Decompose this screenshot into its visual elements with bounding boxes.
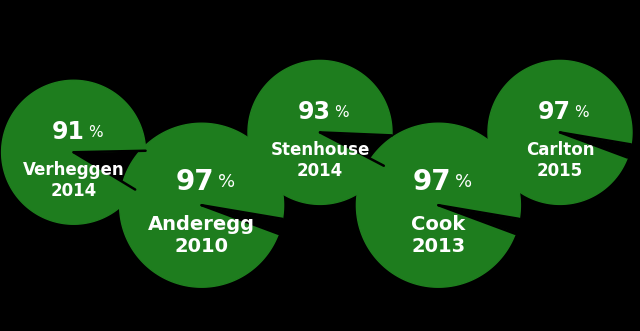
Text: %: % xyxy=(218,173,235,191)
Text: %: % xyxy=(88,124,102,140)
Text: 91: 91 xyxy=(51,120,84,144)
Text: Stenhouse
2014: Stenhouse 2014 xyxy=(270,141,370,180)
Text: Verheggen
2014: Verheggen 2014 xyxy=(23,161,124,200)
Polygon shape xyxy=(356,123,520,287)
Text: 97: 97 xyxy=(538,100,571,124)
Text: 97: 97 xyxy=(413,168,451,196)
Text: Carlton
2015: Carlton 2015 xyxy=(525,141,595,180)
Text: %: % xyxy=(455,173,472,191)
Text: Anderegg
2010: Anderegg 2010 xyxy=(148,215,255,256)
Text: %: % xyxy=(335,105,349,120)
Polygon shape xyxy=(248,60,392,205)
Polygon shape xyxy=(488,60,632,205)
Text: 97: 97 xyxy=(176,168,214,196)
Polygon shape xyxy=(2,80,145,224)
Text: %: % xyxy=(575,105,589,120)
Text: 93: 93 xyxy=(298,100,331,124)
Polygon shape xyxy=(120,123,284,287)
Text: Cook
2013: Cook 2013 xyxy=(412,215,465,256)
